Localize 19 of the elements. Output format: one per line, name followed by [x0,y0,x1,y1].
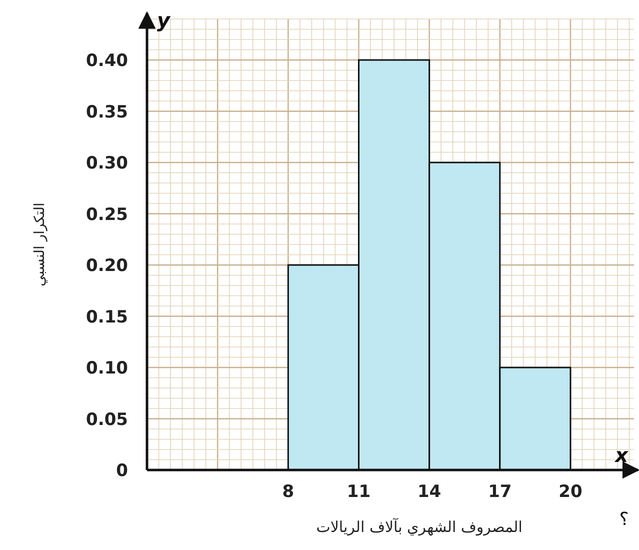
annotation: y [157,8,171,32]
annotation: x [614,443,630,467]
y-tick-label: 0.05 [86,410,128,430]
y-axis-title: التكرار النسبي [32,202,48,286]
y-tick-label: 0.40 [86,51,128,71]
x-tick-label: 17 [488,482,512,502]
y-tick-label: 0 [116,461,128,481]
y-tick-label: 0.20 [86,256,128,276]
y-tick-label: 0.25 [86,204,128,225]
y-tick-label: 0.30 [86,154,128,174]
x-tick-label: 20 [558,482,582,502]
x-tick-label: 14 [417,482,442,502]
y-tick-label: 0.15 [86,307,128,328]
text: ؟ [619,509,629,530]
y-tick-label: 0.10 [86,358,128,378]
y-tick-label: 0.35 [86,102,128,122]
x-axis-title: المصروف الشهري بآلاف الريالات [316,517,522,536]
x-tick-label: 11 [346,482,371,502]
x-tick-label: 8 [282,482,294,502]
